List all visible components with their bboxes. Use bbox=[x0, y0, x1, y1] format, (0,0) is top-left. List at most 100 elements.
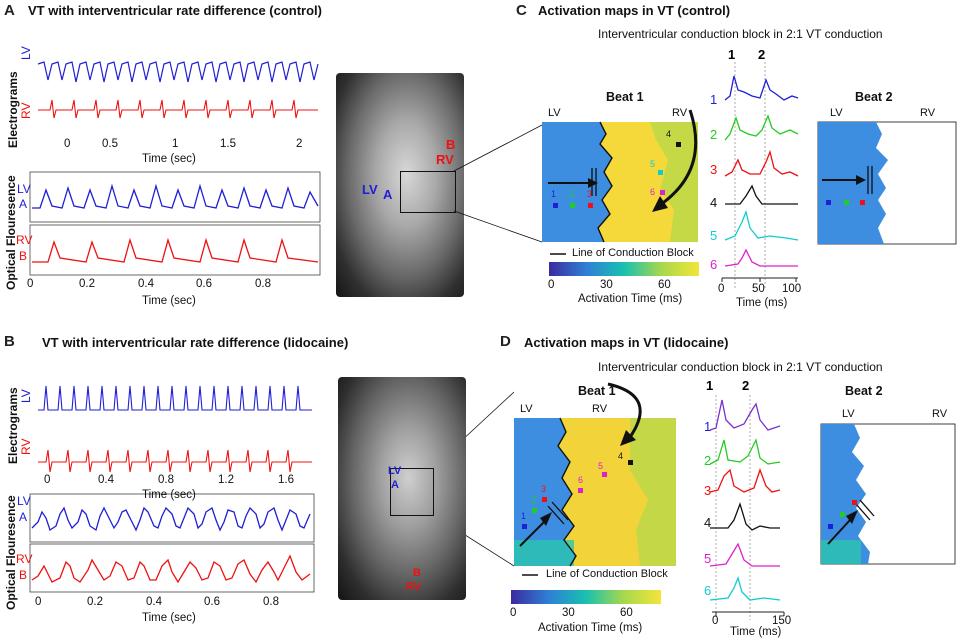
panel-d-col1: 1 bbox=[706, 378, 714, 393]
panel-c-map-e1: 1 bbox=[551, 189, 557, 199]
panel-c-map-e3: 3 bbox=[587, 189, 593, 199]
panel-c-trace-4 bbox=[725, 184, 798, 205]
panel-a-egm-tick-3: 1.5 bbox=[220, 138, 236, 150]
panel-b-egm-tick-2: 0.8 bbox=[158, 474, 174, 486]
panel-d-trace-label-5: 5 bbox=[704, 551, 712, 566]
panel-d-col2: 2 bbox=[742, 378, 750, 393]
panel-c-trace-tick-1: 50 bbox=[752, 283, 765, 295]
panel-a-opt-tick-1: 0.2 bbox=[79, 278, 95, 290]
panel-d-beat1-rv: RV bbox=[592, 403, 608, 415]
panel-d-beat1-lv: LV bbox=[520, 403, 533, 415]
panel-b-letter: B bbox=[4, 333, 15, 350]
panel-c-map-e4: 4 bbox=[666, 129, 672, 139]
panel-d-map-e3: 3 bbox=[541, 484, 547, 494]
panel-a-heart-image bbox=[336, 73, 464, 297]
panel-a-egm-tick-0: 0 bbox=[64, 138, 71, 150]
panel-c-trace-5 bbox=[724, 209, 799, 241]
panel-b-opt-tick-4: 0.8 bbox=[263, 596, 279, 608]
panel-c-cbar-tick-1: 30 bbox=[600, 279, 613, 291]
panel-b-opt-lv-trace bbox=[31, 506, 311, 532]
panel-c-trace-3 bbox=[724, 149, 799, 177]
panel-b-opt-tick-3: 0.6 bbox=[204, 596, 220, 608]
panel-b-opt-b: B bbox=[19, 568, 28, 582]
panel-c-beat2-rv: RV bbox=[920, 107, 936, 119]
panel-a-egm-xlabel: Time (sec) bbox=[142, 153, 196, 165]
panel-a-opt-xlabel: Time (sec) bbox=[142, 295, 196, 307]
panel-c-col2: 2 bbox=[758, 47, 766, 62]
panel-a-opt-b: B bbox=[19, 249, 28, 263]
panel-b-opt-tick-0: 0 bbox=[35, 596, 42, 608]
panel-c-legend-line-label: Line of Conduction Block bbox=[572, 247, 694, 259]
panel-b-roi-box bbox=[390, 468, 434, 516]
panel-d-map-e4: 4 bbox=[618, 451, 624, 461]
panel-a-letter: A bbox=[4, 2, 15, 19]
panel-c-trace-label-4: 4 bbox=[710, 195, 718, 210]
panel-a-opt-tick-2: 0.4 bbox=[138, 278, 154, 290]
panel-b-heart-image bbox=[338, 377, 466, 600]
panel-d-title: Activation maps in VT (lidocaine) bbox=[524, 335, 729, 350]
panel-c-cbar-tick-0: 0 bbox=[548, 279, 555, 291]
panel-d-trace-label-3: 3 bbox=[704, 483, 712, 498]
panel-d-trace-6 bbox=[709, 575, 781, 601]
panel-c-trace-xlabel: Time (ms) bbox=[736, 297, 788, 309]
panel-b-egm-tick-3: 1.2 bbox=[218, 474, 234, 486]
panel-c-beat2-title: Beat 2 bbox=[855, 90, 893, 104]
panel-a-opt-tick-3: 0.6 bbox=[196, 278, 212, 290]
panel-c-trace-2 bbox=[724, 114, 799, 141]
panel-a-roi-box bbox=[400, 171, 456, 213]
panel-d-cbar-tick-1: 30 bbox=[562, 607, 575, 619]
panel-b-opt-tick-1: 0.2 bbox=[87, 596, 103, 608]
panel-c-subtitle: Interventricular conduction block in 2:1… bbox=[598, 27, 883, 41]
panel-b-egm-tick-0: 0 bbox=[44, 474, 51, 486]
panel-d-beat2-title: Beat 2 bbox=[845, 384, 883, 398]
panel-d-subtitle: Interventricular conduction block in 2:1… bbox=[598, 360, 883, 374]
panel-d-trace-label-4: 4 bbox=[704, 515, 712, 530]
panel-a-egm-rv-trace bbox=[38, 99, 318, 119]
panel-c-beat1-lv: LV bbox=[548, 107, 561, 119]
panel-c-beat2-lv: LV bbox=[830, 107, 843, 119]
panel-c-trace-label-5: 5 bbox=[710, 228, 718, 243]
panel-d-cbar-tick-2: 60 bbox=[620, 607, 633, 619]
panel-b-egm-xlabel: Time (sec) bbox=[142, 489, 196, 501]
panel-a-egm-lv-trace bbox=[37, 61, 319, 83]
panel-c-cbar-label: Activation Time (ms) bbox=[578, 293, 683, 305]
panel-b-opt-rv: RV bbox=[16, 552, 33, 566]
panel-b-title: VT with interventricular rate difference… bbox=[42, 335, 349, 350]
panel-a-opt-tick-0: 0 bbox=[27, 278, 34, 290]
panel-d-trace-label-2: 2 bbox=[704, 453, 712, 468]
panel-b-egm-tick-1: 0.4 bbox=[98, 474, 114, 486]
panel-d-cbar-tick-0: 0 bbox=[510, 607, 517, 619]
panel-a-egm-tick-1: 0.5 bbox=[102, 138, 118, 150]
panel-b-heart-b: B bbox=[413, 567, 421, 579]
panel-a-egm-tick-4: 2 bbox=[296, 138, 303, 150]
panel-c-map-e5: 5 bbox=[650, 159, 656, 169]
panel-a-opt-tick-4: 0.8 bbox=[255, 278, 271, 290]
panel-d-map-e2: 2 bbox=[531, 495, 537, 505]
panel-b-heart-a: A bbox=[391, 479, 399, 491]
panel-b-opt-a: A bbox=[19, 510, 28, 524]
panel-a-opt-lv-trace bbox=[32, 183, 319, 209]
panel-b-egm-tick-4: 1.6 bbox=[278, 474, 294, 486]
panel-c-trace-label-2: 2 bbox=[710, 127, 718, 142]
panel-d-trace-4 bbox=[710, 501, 780, 531]
panel-b-opt-xlabel: Time (sec) bbox=[142, 612, 196, 624]
panel-d-letter: D bbox=[500, 333, 511, 350]
panel-a-title: VT with interventricular rate difference… bbox=[28, 3, 322, 18]
panel-c-trace-label-1: 1 bbox=[710, 92, 718, 107]
panel-d-beat2-lv: LV bbox=[842, 408, 855, 420]
panel-c-title: Activation maps in VT (control) bbox=[538, 3, 731, 18]
panel-d-map-e5: 5 bbox=[598, 461, 604, 471]
panel-b-heart-lv: LV bbox=[388, 465, 402, 477]
panel-d-legend-line-label: Line of Conduction Block bbox=[546, 568, 668, 580]
panel-c-map-e2: 2 bbox=[569, 189, 575, 199]
panel-c-col1: 1 bbox=[728, 47, 736, 62]
panel-a-opt-a: A bbox=[19, 197, 28, 211]
panel-d-trace-2 bbox=[709, 438, 781, 465]
panel-c-trace-1 bbox=[724, 75, 799, 101]
panel-d-cbar-label: Activation Time (ms) bbox=[538, 622, 643, 634]
panel-d-beat1-title: Beat 1 bbox=[578, 384, 616, 398]
panel-d-trace-1 bbox=[709, 399, 781, 431]
panel-a-heart-b: B bbox=[446, 137, 456, 152]
